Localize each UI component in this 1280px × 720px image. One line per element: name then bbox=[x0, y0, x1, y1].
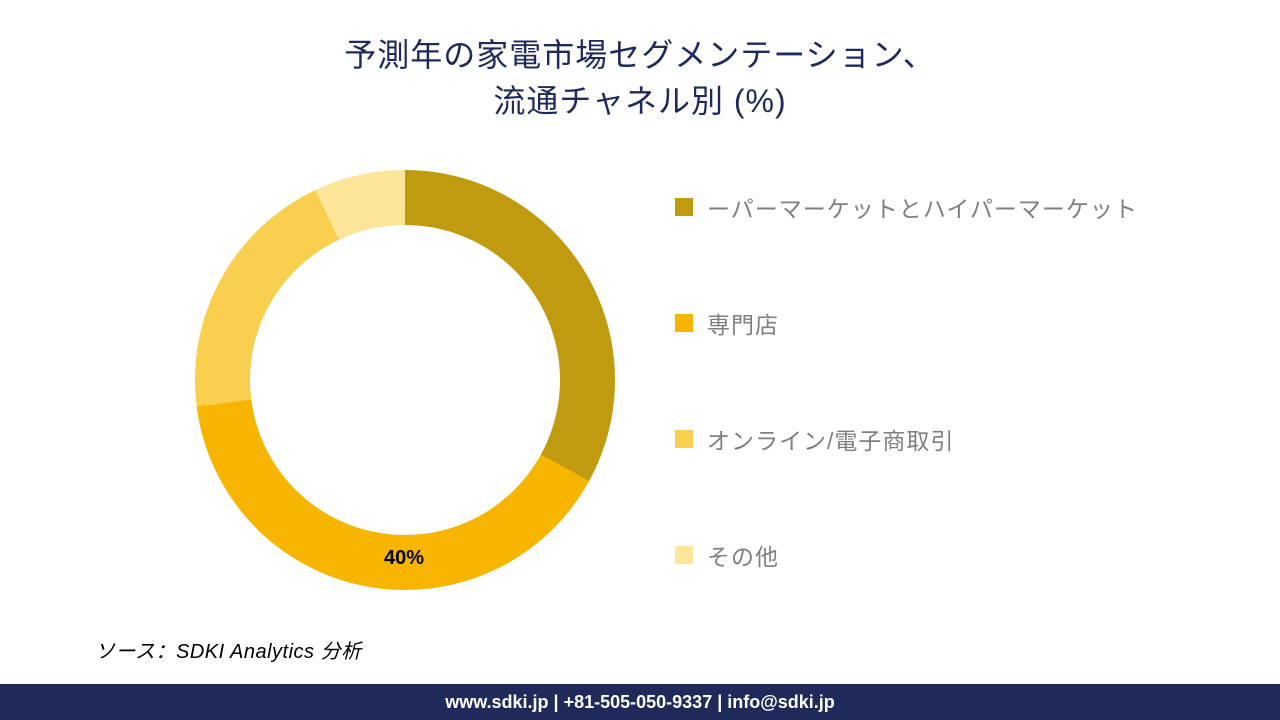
data-label-1: 40% bbox=[384, 547, 424, 570]
legend-label-2: オンライン/電子商取引 bbox=[707, 422, 954, 456]
donut-segment-0 bbox=[405, 170, 615, 481]
title-line-1: 予測年の家電市場セグメンテーション、 bbox=[0, 30, 1280, 76]
chart-title: 予測年の家電市場セグメンテーション、 流通チャネル別 (%) bbox=[0, 30, 1280, 122]
source-attribution: ソース：SDKI Analytics 分析 bbox=[95, 635, 362, 664]
legend: ーパーマーケットとハイパーマーケット専門店オンライン/電子商取引その他 bbox=[675, 190, 1235, 654]
donut-chart: 40% bbox=[180, 155, 630, 605]
legend-label-0: ーパーマーケットとハイパーマーケット bbox=[707, 190, 1138, 224]
donut-segment-2 bbox=[195, 190, 339, 406]
legend-label-1: 専門店 bbox=[707, 306, 779, 340]
legend-item-2: オンライン/電子商取引 bbox=[675, 422, 1235, 456]
legend-swatch-3 bbox=[675, 546, 693, 564]
legend-item-3: その他 bbox=[675, 538, 1235, 572]
title-line-2: 流通チャネル別 (%) bbox=[0, 76, 1280, 122]
footer-bar: www.sdki.jp | +81-505-050-9337 | info@sd… bbox=[0, 684, 1280, 720]
legend-swatch-1 bbox=[675, 314, 693, 332]
legend-swatch-0 bbox=[675, 198, 693, 216]
legend-item-1: 専門店 bbox=[675, 306, 1235, 340]
legend-item-0: ーパーマーケットとハイパーマーケット bbox=[675, 190, 1235, 224]
legend-swatch-2 bbox=[675, 430, 693, 448]
donut-svg bbox=[180, 155, 630, 605]
legend-label-3: その他 bbox=[707, 538, 779, 572]
